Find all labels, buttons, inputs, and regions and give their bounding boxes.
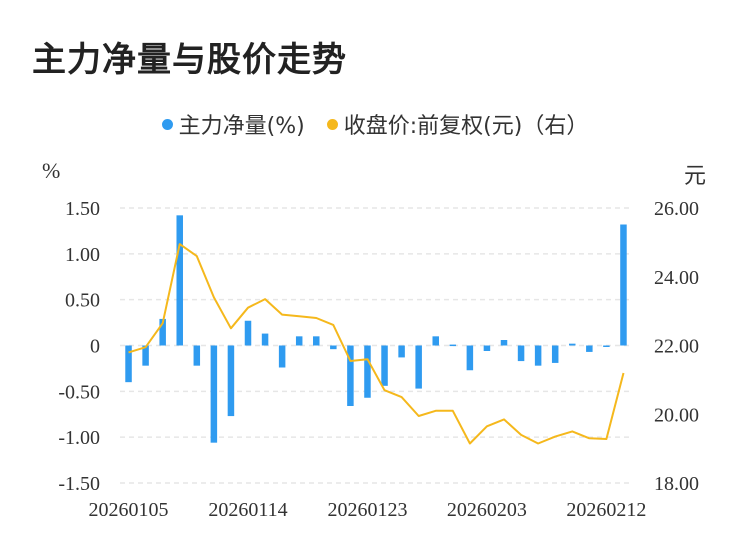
bar-net-volume — [500, 340, 508, 346]
bar-net-volume — [551, 345, 559, 363]
bar-net-volume — [313, 336, 320, 346]
y-right-tick-label: 22.00 — [654, 336, 699, 358]
bar-net-volume — [125, 345, 132, 383]
bar-net-volume — [381, 345, 388, 386]
bar-net-volume — [193, 345, 201, 366]
bar-net-volume — [347, 345, 354, 406]
legend-dot-line — [326, 118, 338, 130]
bar-net-volume — [620, 224, 627, 346]
y-right-tick-label: 18.00 — [654, 473, 699, 495]
line-close-price — [128, 243, 625, 445]
bar-net-volume — [295, 336, 303, 346]
left-axis-unit: % — [42, 158, 61, 183]
bar-net-volume — [227, 345, 235, 417]
bar-net-volume — [142, 345, 149, 366]
legend-item-net-volume[interactable]: 主力净量(%) — [161, 108, 305, 140]
y-right-tick-label: 20.00 — [654, 404, 699, 426]
y-left-tick-label: -1.00 — [58, 427, 100, 449]
x-tick-label: 20260123 — [327, 499, 407, 521]
y-left-tick-label: 1.00 — [65, 244, 100, 266]
chart-title: 主力净量与股价走势 — [32, 40, 347, 80]
x-tick-label: 20260203 — [447, 499, 527, 521]
bar-net-volume — [415, 345, 422, 389]
y-right-tick-label: 26.00 — [654, 198, 699, 220]
bar-net-volume — [364, 345, 371, 398]
bar-net-volume — [517, 345, 525, 362]
y-right-tick-label: 24.00 — [654, 267, 699, 289]
y-left-tick-label: -0.50 — [58, 381, 100, 403]
bar-net-volume — [569, 343, 576, 346]
bar-net-volume — [278, 345, 286, 368]
y-left-tick-label: -1.50 — [58, 473, 100, 495]
y-left-tick-label: 0 — [90, 336, 100, 358]
y-left-tick-label: 0.50 — [65, 290, 100, 312]
bar-net-volume — [398, 345, 405, 358]
bar-net-volume — [603, 345, 610, 347]
bar-net-volume — [210, 345, 218, 443]
bar-net-volume — [449, 344, 457, 347]
bar-net-volume — [176, 215, 183, 346]
legend-item-close-price[interactable]: 收盘价:前复权(元)（右） — [326, 108, 589, 140]
bar-net-volume — [159, 318, 166, 346]
bar-net-volume — [244, 320, 252, 346]
legend: 主力净量(%) 收盘价:前复权(元)（右） — [0, 108, 750, 140]
y-left-tick-label: 1.50 — [65, 198, 100, 220]
x-tick-label: 20260212 — [566, 499, 646, 521]
bar-net-volume — [261, 333, 269, 346]
legend-label-close-price: 收盘价:前复权(元)（右） — [343, 114, 589, 139]
bar-net-volume — [330, 345, 337, 350]
bar-net-volume — [534, 345, 542, 366]
bar-net-volume — [432, 336, 439, 346]
legend-label-net-volume: 主力净量(%) — [178, 114, 305, 139]
bar-net-volume — [483, 345, 491, 351]
bar-net-volume — [466, 345, 474, 371]
x-tick-label: 20260105 — [89, 499, 169, 521]
right-axis-unit: 元 — [684, 163, 707, 188]
bar-net-volume — [586, 345, 593, 352]
x-tick-label: 20260114 — [208, 499, 287, 521]
legend-dot-bar — [161, 118, 173, 130]
